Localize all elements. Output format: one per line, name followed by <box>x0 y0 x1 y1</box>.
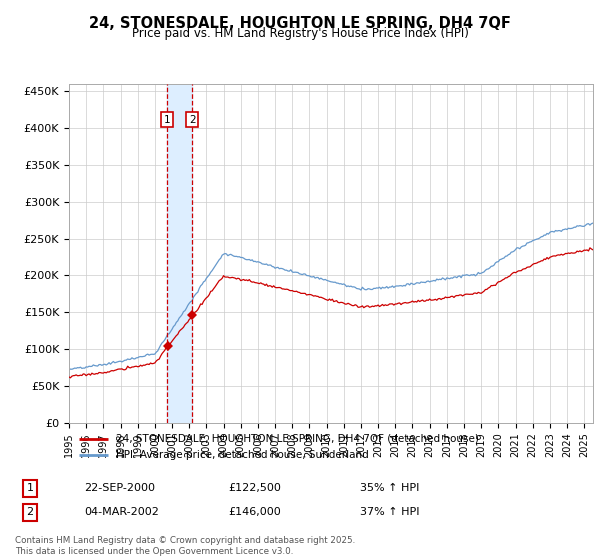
Bar <box>167 84 192 423</box>
Text: 2: 2 <box>26 507 34 517</box>
Text: 2: 2 <box>189 115 196 124</box>
Text: Contains HM Land Registry data © Crown copyright and database right 2025.
This d: Contains HM Land Registry data © Crown c… <box>15 536 355 556</box>
Text: Price paid vs. HM Land Registry's House Price Index (HPI): Price paid vs. HM Land Registry's House … <box>131 27 469 40</box>
Text: 37% ↑ HPI: 37% ↑ HPI <box>360 507 419 517</box>
Text: 1: 1 <box>164 115 170 124</box>
Text: 24, STONESDALE, HOUGHTON LE SPRING, DH4 7QF: 24, STONESDALE, HOUGHTON LE SPRING, DH4 … <box>89 16 511 31</box>
Text: 1: 1 <box>26 483 34 493</box>
Text: 24, STONESDALE, HOUGHTON LE SPRING, DH4 7QF (detached house): 24, STONESDALE, HOUGHTON LE SPRING, DH4 … <box>116 433 479 444</box>
Text: 35% ↑ HPI: 35% ↑ HPI <box>360 483 419 493</box>
Text: HPI: Average price, detached house, Sunderland: HPI: Average price, detached house, Sund… <box>116 450 369 460</box>
Text: £122,500: £122,500 <box>228 483 281 493</box>
Text: 22-SEP-2000: 22-SEP-2000 <box>84 483 155 493</box>
Text: £146,000: £146,000 <box>228 507 281 517</box>
Text: 04-MAR-2002: 04-MAR-2002 <box>84 507 159 517</box>
